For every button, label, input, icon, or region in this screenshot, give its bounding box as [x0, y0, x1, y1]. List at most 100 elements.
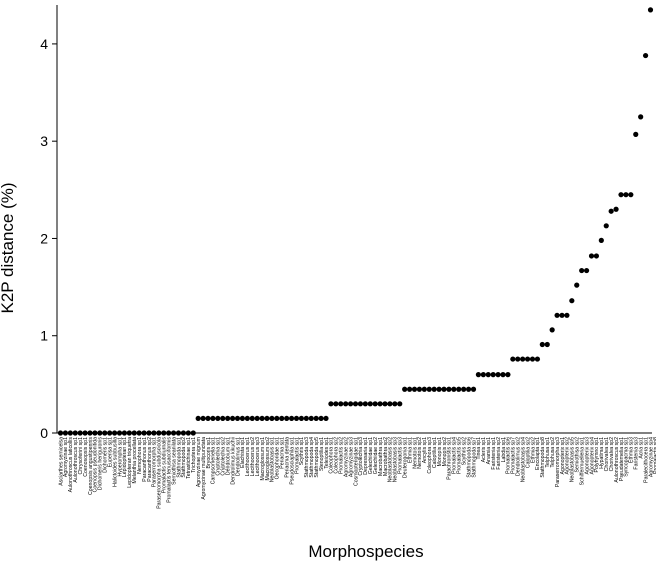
category-label: Pseudosciaphila sp1 — [289, 437, 295, 485]
category-label: Monopis sp2 — [442, 437, 448, 467]
data-point — [505, 372, 511, 378]
category-label: Bryocoris sp1 — [206, 437, 212, 469]
data-point — [579, 267, 585, 274]
category-label: Gelechiidae sp2 — [373, 437, 379, 474]
data-point — [343, 401, 349, 407]
category-label: Stathmopoda sp8 — [540, 437, 546, 478]
category-label: Aulonothroscus laticollis — [68, 437, 74, 493]
data-point — [520, 356, 526, 362]
data-point — [456, 386, 462, 392]
data-point — [67, 430, 73, 436]
data-point — [529, 356, 536, 362]
category-label: Telphusa sp1 — [545, 437, 551, 468]
category-label: Hypatima sp1 — [599, 437, 605, 469]
category-label: Acria sp1 — [638, 437, 644, 459]
data-point — [633, 131, 639, 137]
data-point — [220, 415, 226, 422]
category-label: Depressaria sp1 — [363, 437, 369, 475]
data-point — [642, 52, 649, 59]
category-label: Acleris sp1 — [481, 437, 487, 462]
category-label: Macrobathra sp1 — [378, 437, 384, 476]
category-label: Promalactis sp2 — [339, 437, 345, 474]
y-axis-title: K2P distance (%) — [0, 182, 17, 313]
data-point — [121, 430, 128, 436]
category-label: Ethmia sp1 — [407, 437, 413, 463]
data-point — [126, 430, 132, 436]
category-label: Agromyzinae mignum — [196, 437, 202, 487]
category-label: Caloptilia sp1 — [432, 437, 438, 468]
data-point — [446, 386, 452, 392]
category-label: Nemotois sp1 — [412, 437, 418, 469]
data-point — [549, 327, 555, 333]
category-label: Periacma dentata — [284, 437, 290, 478]
category-label: Neoblastobasis sp2 — [388, 437, 394, 482]
y-tick-label: 1 — [40, 328, 48, 344]
data-point — [210, 415, 216, 422]
data-point — [72, 430, 78, 436]
category-label: Semiothisa sp2 — [575, 437, 581, 473]
data-point — [225, 415, 231, 422]
data-point — [234, 415, 241, 422]
category-label: Melanthia procellata — [132, 437, 138, 484]
category-label: Dendrobium sp1 — [225, 437, 231, 475]
data-point — [470, 386, 477, 392]
category-label: Faristenia sp1 — [491, 437, 497, 470]
category-label: Coenosopsis sp1 — [83, 437, 89, 477]
data-point — [82, 430, 88, 436]
data-point — [161, 430, 167, 436]
category-label: Faristenia sp2 — [496, 437, 502, 470]
data-point — [574, 282, 580, 288]
category-label: Paraserromorpha subduscicola — [157, 437, 163, 509]
data-point — [623, 192, 629, 198]
data-point — [465, 386, 472, 392]
category-label: Dendrolimus sp2 — [516, 437, 522, 476]
category-label: Dendrolimus sp1 — [235, 437, 241, 476]
category-label: Stathmopoda sp6 — [466, 437, 472, 478]
data-point — [500, 372, 506, 378]
y-tick-label: 4 — [40, 36, 48, 52]
data-point — [451, 386, 457, 392]
category-label: Paraserromorpha sp1 — [152, 437, 158, 487]
category-label: Halictoides subbusilla — [112, 437, 118, 487]
data-point — [215, 415, 221, 422]
category-label: Paracanthonus sp2 — [147, 437, 153, 482]
data-point — [647, 7, 654, 13]
data-point — [382, 401, 388, 407]
category-label: Promalactis sp5 — [457, 437, 463, 474]
data-point — [524, 356, 531, 362]
data-point — [279, 415, 285, 422]
category-label: Macrobathra sp2 — [383, 437, 389, 476]
category-label: Scythris sp2 — [461, 437, 467, 465]
data-point — [352, 401, 359, 407]
data-point — [347, 401, 354, 407]
category-label: Promalactis tenuisacciformis — [166, 437, 172, 503]
category-label: Coleophora sp1 — [329, 437, 335, 474]
category-label: Periacma sp1 — [280, 437, 286, 469]
category-label: Syncopacma sp1 — [624, 437, 630, 477]
y-tick-label: 0 — [40, 425, 48, 441]
data-point — [416, 386, 423, 392]
data-point — [362, 401, 368, 407]
category-label: Ancylis sp1 — [422, 437, 428, 463]
data-point — [62, 430, 69, 436]
data-point — [392, 401, 398, 407]
data-point — [323, 415, 329, 422]
data-point — [239, 415, 246, 422]
category-label: Caloptilia sp2 — [525, 437, 531, 468]
data-point — [313, 415, 319, 422]
category-label: Lecithocerus sp3 — [255, 437, 261, 476]
category-label: Stathmopoda sp3 — [304, 437, 310, 478]
category-label: Nemotois sp2 — [417, 437, 423, 469]
data-point — [180, 430, 187, 436]
data-point — [402, 386, 408, 392]
category-label: Promalactis sp7 — [511, 437, 517, 474]
data-point — [116, 430, 123, 436]
category-label: Macroglossum sp1 — [260, 437, 266, 481]
category-label: Agromyzinae sp1 — [63, 437, 69, 477]
data-point — [441, 386, 447, 392]
category-label: Promalactis sp1 — [294, 437, 300, 474]
data-point — [357, 401, 364, 407]
category-label: Cryptolechia sp2 — [221, 437, 227, 476]
category-label: Labdia sp1 — [501, 437, 507, 462]
